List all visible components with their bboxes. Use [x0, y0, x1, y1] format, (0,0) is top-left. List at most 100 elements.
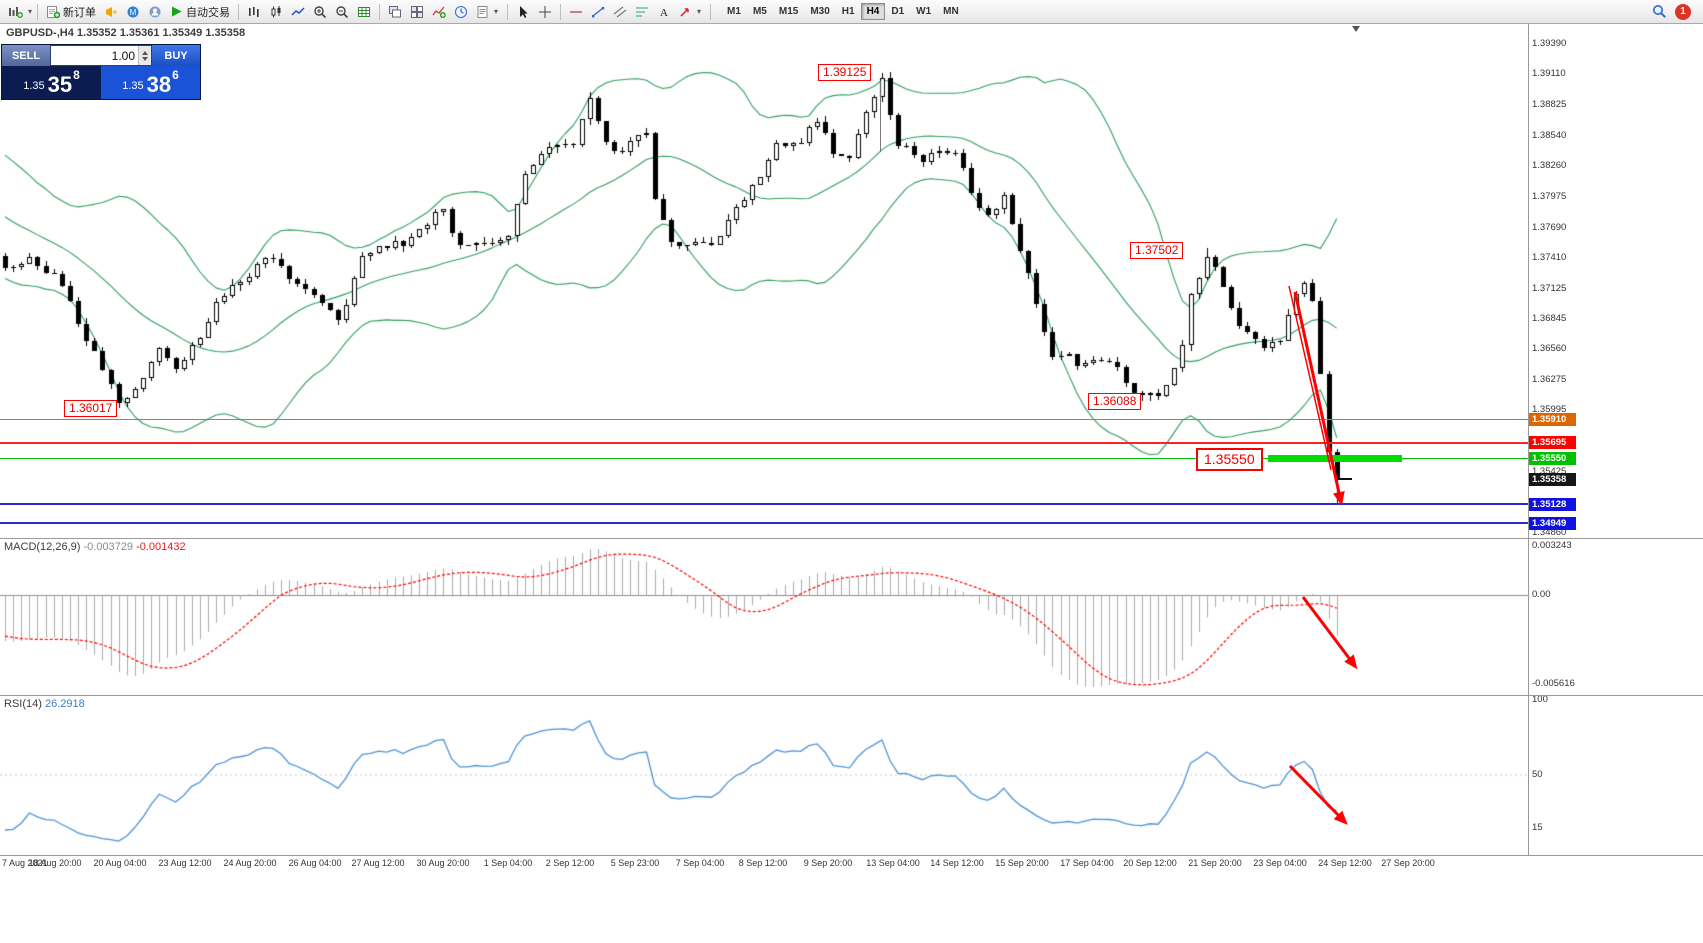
axis-tick-1.37125: 1.37125 [1532, 282, 1567, 294]
spinner-down-icon[interactable] [142, 56, 148, 61]
auto-trading-button[interactable]: 自动交易 [166, 2, 234, 22]
axis-tick-1.37410: 1.37410 [1532, 251, 1567, 263]
rsi-scale-100: 100 [1532, 694, 1548, 705]
new-chart-button[interactable] [4, 2, 27, 22]
macd-canvas[interactable] [0, 539, 1528, 695]
new-chart-caret-icon[interactable]: ▾ [28, 7, 33, 16]
indicators-button[interactable] [428, 2, 450, 22]
sell-price[interactable]: 1.35 35 8 [2, 66, 101, 99]
templates-button[interactable]: ▾ [472, 2, 503, 22]
bar-chart-button[interactable] [243, 2, 265, 22]
time-label-7-Sep-04-00: 7 Sep 04:00 [675, 858, 725, 868]
axis-tick-1.37690: 1.37690 [1532, 221, 1567, 233]
buy-button[interactable]: BUY [152, 45, 200, 66]
time-label-20-Aug-04-00: 20 Aug 04:00 [93, 858, 147, 868]
text-icon: A [660, 7, 668, 19]
periods-button[interactable] [450, 2, 472, 22]
new-chart-icon [9, 6, 23, 18]
toolbar-separator [37, 3, 39, 20]
crosshair-icon [539, 5, 552, 18]
buy-price[interactable]: 1.35 38 6 [101, 66, 200, 99]
time-label-24-Sep-12-00: 24 Sep 12:00 [1318, 858, 1372, 868]
time-label-26-Aug-04-00: 26 Aug 04:00 [288, 858, 342, 868]
rsi-scale-15: 15 [1532, 821, 1543, 833]
hline-tool-button[interactable] [565, 2, 587, 22]
time-label-30-Aug-20-00: 30 Aug 20:00 [416, 858, 470, 868]
text-tool-button[interactable]: A [653, 2, 675, 22]
new-order-label: 新订单 [63, 6, 97, 19]
tile-windows-button[interactable] [406, 2, 428, 22]
play-icon [172, 6, 182, 17]
arrow-tool-icon [680, 7, 689, 17]
clock-icon [455, 5, 468, 18]
channel-tool-button[interactable] [609, 2, 631, 22]
main-chart-canvas[interactable] [0, 24, 1528, 538]
profile-button[interactable] [144, 2, 166, 22]
timeframe-w1[interactable]: W1 [910, 3, 937, 20]
timeframe-mn[interactable]: MN [937, 3, 965, 20]
cascade-windows-button[interactable] [384, 2, 406, 22]
community-icon: M [127, 6, 139, 17]
candlestick-chart-button[interactable] [265, 2, 287, 22]
grid-button[interactable] [353, 2, 375, 22]
crosshair-tool-button[interactable] [534, 2, 556, 22]
time-label-9-Sep-20-00: 9 Sep 20:00 [803, 858, 853, 868]
buy-price-prefix: 1.35 [122, 80, 144, 92]
fibonacci-tool-button[interactable] [631, 2, 653, 22]
cursor-icon [520, 5, 528, 18]
horizontal-line-icon [570, 10, 583, 13]
zoom-in-button[interactable] [309, 2, 331, 22]
macd-signal-value: -0.001432 [136, 541, 186, 553]
time-label-2-Sep-12-00: 2 Sep 12:00 [545, 858, 595, 868]
bar-chart-icon [249, 6, 259, 17]
search-button[interactable] [1648, 2, 1671, 22]
axis-tick-1.36275: 1.36275 [1532, 374, 1567, 386]
panel-separator-rsi-time[interactable] [0, 855, 1703, 856]
community-button[interactable]: M [122, 2, 144, 22]
axis-tick-1.39110: 1.39110 [1532, 68, 1566, 80]
toolbar-separator [710, 3, 712, 20]
timeframe-m15[interactable]: M15 [773, 3, 804, 20]
announcement-button[interactable] [100, 2, 122, 22]
volume-field[interactable]: 1.00 [50, 45, 152, 66]
macd-scale-0.003243: 0.003243 [1532, 540, 1572, 551]
axis-price-box-1.35128: 1.35128 [1529, 497, 1576, 511]
axis-tick-1.38540: 1.38540 [1532, 129, 1567, 141]
templates-caret-icon: ▾ [494, 7, 499, 16]
time-label-13-Sep-04-00: 13 Sep 04:00 [866, 858, 920, 868]
auto-trading-label: 自动交易 [186, 6, 231, 19]
sell-button[interactable]: SELL [2, 45, 50, 66]
time-label-7-Aug-2021: 7 Aug 2021 [2, 858, 48, 868]
axis-tick-1.37975: 1.37975 [1532, 190, 1567, 202]
axis-tick-1.39390: 1.39390 [1532, 38, 1567, 49]
timeframe-m1[interactable]: M1 [721, 3, 747, 20]
arrows-tool-button[interactable]: ▾ [675, 2, 706, 22]
time-label-14-Sep-12-00: 14 Sep 12:00 [930, 858, 984, 868]
svg-text:M: M [130, 8, 137, 17]
new-order-button[interactable]: 新订单 [42, 2, 100, 22]
cursor-tool-button[interactable] [512, 2, 534, 22]
timeframe-h4[interactable]: H4 [860, 3, 886, 20]
cascade-windows-icon [389, 5, 402, 17]
volume-value[interactable]: 1.00 [111, 48, 135, 63]
volume-spinner[interactable] [138, 46, 151, 65]
trendline-tool-button[interactable] [587, 2, 609, 22]
macd-name: MACD(12,26,9) [4, 541, 81, 553]
rsi-canvas[interactable] [0, 696, 1528, 854]
price-axis-separator [1528, 24, 1529, 855]
timeframe-d1[interactable]: D1 [885, 3, 910, 20]
notification-badge[interactable]: 1 [1675, 3, 1691, 20]
right-shift-marker[interactable] [1352, 26, 1360, 32]
spinner-up-icon[interactable] [142, 50, 148, 55]
sell-price-sup: 8 [73, 68, 80, 82]
timeframe-m30[interactable]: M30 [804, 3, 835, 20]
panel-separator-macd-rsi[interactable] [0, 695, 1703, 696]
timeframe-h1[interactable]: H1 [836, 3, 861, 20]
line-chart-button[interactable] [287, 2, 309, 22]
zoom-out-button[interactable] [331, 2, 353, 22]
fibonacci-icon [636, 6, 649, 17]
timeframe-m5[interactable]: M5 [747, 3, 773, 20]
indicators-icon [432, 6, 446, 18]
panel-separator-main-macd[interactable] [0, 538, 1703, 539]
tile-windows-icon [411, 5, 424, 18]
